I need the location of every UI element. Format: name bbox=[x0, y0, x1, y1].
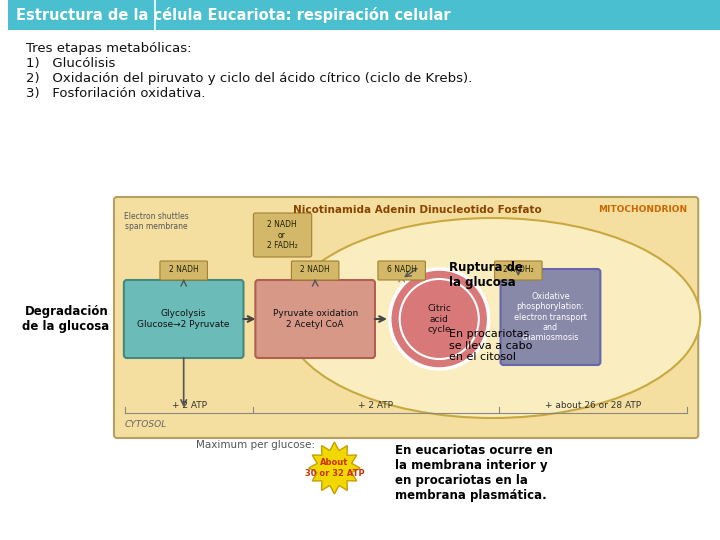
Text: 3)   Fosforilación oxidativa.: 3) Fosforilación oxidativa. bbox=[26, 87, 205, 100]
Text: 2 FADH₂: 2 FADH₂ bbox=[503, 266, 534, 274]
Text: 2 NADH: 2 NADH bbox=[300, 266, 330, 274]
Text: Ruptura de
la glucosa: Ruptura de la glucosa bbox=[449, 261, 523, 289]
Text: Maximum per glucose:: Maximum per glucose: bbox=[196, 440, 315, 450]
FancyBboxPatch shape bbox=[292, 261, 339, 280]
Polygon shape bbox=[309, 442, 360, 494]
FancyBboxPatch shape bbox=[124, 280, 243, 358]
Text: 2 NADH: 2 NADH bbox=[168, 266, 199, 274]
FancyBboxPatch shape bbox=[500, 269, 600, 365]
FancyBboxPatch shape bbox=[160, 261, 207, 280]
Text: Electron shuttles
span membrane: Electron shuttles span membrane bbox=[124, 212, 189, 232]
Text: + 2 ATP: + 2 ATP bbox=[171, 401, 207, 410]
Text: Glycolysis
Glucose→2 Pyruvate: Glycolysis Glucose→2 Pyruvate bbox=[138, 309, 230, 329]
Text: Tres etapas metabólicas:: Tres etapas metabólicas: bbox=[26, 42, 192, 55]
Text: MITOCHONDRION: MITOCHONDRION bbox=[598, 205, 688, 214]
Text: About
30 or 32 ATP: About 30 or 32 ATP bbox=[305, 458, 364, 478]
Text: En eucariotas ocurre en
la membrana interior y
en procariotas en la
membrana pla: En eucariotas ocurre en la membrana inte… bbox=[395, 444, 552, 502]
FancyBboxPatch shape bbox=[495, 261, 542, 280]
Ellipse shape bbox=[285, 218, 701, 418]
Text: Pyruvate oxidation
2 Acetyl CoA: Pyruvate oxidation 2 Acetyl CoA bbox=[273, 309, 358, 329]
Text: Oxidative
phosphorylation:
electron transport
and
chamiosmosis: Oxidative phosphorylation: electron tran… bbox=[514, 292, 587, 342]
Text: + 2 ATP: + 2 ATP bbox=[359, 401, 393, 410]
Text: + about 26 or 28 ATP: + about 26 or 28 ATP bbox=[545, 401, 641, 410]
FancyBboxPatch shape bbox=[378, 261, 426, 280]
Text: 6 NADH: 6 NADH bbox=[387, 266, 417, 274]
FancyBboxPatch shape bbox=[253, 213, 312, 257]
FancyBboxPatch shape bbox=[8, 0, 720, 30]
Circle shape bbox=[390, 269, 489, 369]
Text: Degradación
de la glucosa: Degradación de la glucosa bbox=[22, 305, 109, 333]
Text: En procariotas
se lleva a cabo
en el citosol: En procariotas se lleva a cabo en el cit… bbox=[449, 329, 533, 362]
Text: 1)   Glucólisis: 1) Glucólisis bbox=[26, 57, 115, 70]
Text: CYTOSOL: CYTOSOL bbox=[125, 420, 167, 429]
Text: Nicotinamida Adenin Dinucleotido Fosfato: Nicotinamida Adenin Dinucleotido Fosfato bbox=[293, 205, 542, 215]
Text: 2)   Oxidación del piruvato y ciclo del ácido cítrico (ciclo de Krebs).: 2) Oxidación del piruvato y ciclo del ác… bbox=[26, 72, 472, 85]
FancyBboxPatch shape bbox=[114, 197, 698, 438]
Text: Citric
acid
cycle: Citric acid cycle bbox=[427, 304, 451, 334]
FancyBboxPatch shape bbox=[256, 280, 375, 358]
Text: Estructura de la célula Eucariota: respiración celular: Estructura de la célula Eucariota: respi… bbox=[16, 7, 451, 23]
Text: 2 NADH
or
2 FADH₂: 2 NADH or 2 FADH₂ bbox=[266, 220, 297, 250]
